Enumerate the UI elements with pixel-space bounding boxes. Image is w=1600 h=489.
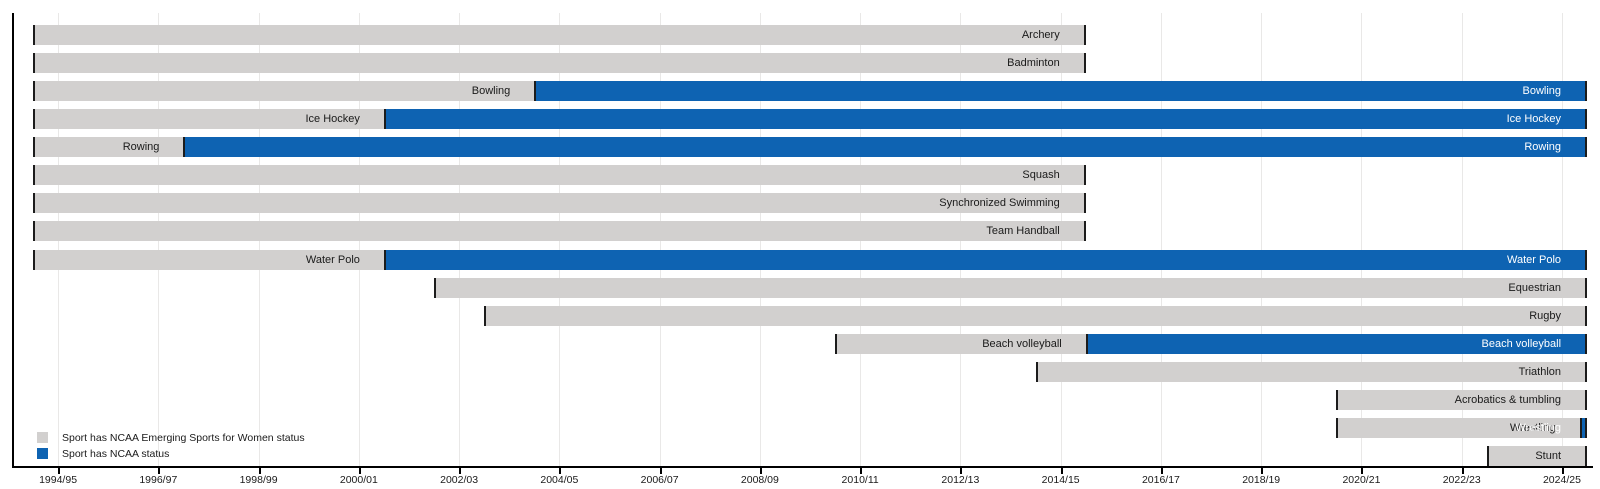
bar-segment-ice-hockey-emerging: Ice Hockey	[33, 109, 384, 129]
x-tick-label-2008-09: 2008/09	[740, 474, 779, 486]
bar-segment-equestrian-emerging: Equestrian	[434, 278, 1588, 298]
x-tickmark-2020-21	[1361, 468, 1364, 474]
bar-segment-team-handball-emerging: Team Handball	[33, 221, 1086, 241]
y-axis-line	[12, 13, 14, 468]
x-tick-label-1994-95: 1994/95	[39, 474, 78, 486]
x-tickmark-1996-97	[158, 468, 161, 474]
bar-segment-rowing-ncaa: Rowing	[183, 137, 1587, 157]
bar-label-emerging: Bowling	[471, 85, 511, 97]
bar-segment-rugby-emerging: Rugby	[484, 306, 1588, 326]
bar-label-emerging: Synchronized Swimming	[939, 197, 1060, 209]
gridline-2018-19	[1261, 13, 1263, 466]
bar-segment-badminton-emerging: Badminton	[33, 53, 1086, 73]
x-axis-line	[12, 466, 1593, 468]
bar-label-emerging: Archery	[1021, 29, 1060, 41]
x-tick-label-2024-25: 2024/25	[1542, 474, 1581, 486]
x-tick-label-1998-99: 1998/99	[239, 474, 278, 486]
x-tickmark-2002-03	[459, 468, 462, 474]
x-tickmark-2000-01	[358, 468, 361, 474]
x-tick-label-2002-03: 2002/03	[440, 474, 479, 486]
bar-segment-wrestling-emerging: Wrestling	[1336, 418, 1580, 438]
bar-label-emerging: Beach volleyball	[982, 338, 1062, 350]
x-tick-label-2010-11: 2010/11	[841, 474, 879, 486]
x-tickmark-2008-09	[759, 468, 762, 474]
bar-segment-synchronized-swimming-emerging: Synchronized Swimming	[33, 193, 1086, 213]
bar-segment-ice-hockey-ncaa: Ice Hockey	[383, 109, 1588, 129]
legend-item-ncaa: Sport has NCAA status	[37, 446, 305, 461]
bar-label-emerging: Stunt	[1535, 450, 1562, 462]
x-tick-label-2022-23: 2022/23	[1442, 474, 1481, 486]
bar-segment-squash-emerging: Squash	[33, 165, 1086, 185]
bar-label-emerging: Rowing	[122, 141, 160, 153]
x-tick-label-2018-19: 2018/19	[1242, 474, 1281, 486]
bar-label-emerging: Water Polo	[305, 254, 360, 266]
x-tickmark-2016-17	[1160, 468, 1163, 474]
bar-label-emerging: Ice Hockey	[305, 113, 360, 125]
gridline-2020-21	[1361, 13, 1363, 466]
bar-segment-wrestling-ncaa: Wrestling	[1515, 418, 1588, 438]
bar-segment-bowling-emerging: Bowling	[33, 81, 535, 101]
bar-label-emerging: Squash	[1022, 169, 1060, 181]
x-tickmark-2018-19	[1261, 468, 1264, 474]
legend: Sport has NCAA Emerging Sports for Women…	[37, 430, 305, 462]
legend-swatch-ncaa-status	[37, 448, 48, 459]
bar-label-emerging: Badminton	[1007, 57, 1060, 69]
x-tick-label-2020-21: 2020/21	[1342, 474, 1381, 486]
bar-label-emerging: Triathlon	[1518, 366, 1562, 378]
x-tick-label-2000-01: 2000/01	[339, 474, 378, 486]
x-tickmark-2022-23	[1461, 468, 1464, 474]
bar-label-ncaa: Bowling	[1522, 85, 1562, 97]
bar-segment-bowling-ncaa: Bowling	[534, 81, 1588, 101]
legend-item-emerging: Sport has NCAA Emerging Sports for Women…	[37, 430, 305, 445]
bar-segment-triathlon-emerging: Triathlon	[1035, 362, 1588, 382]
bar-segment-acrobatics-tumbling-emerging: Acrobatics & tumbling	[1336, 390, 1588, 410]
bar-segment-stunt-emerging: Stunt	[1486, 446, 1588, 466]
bar-segment-archery-emerging: Archery	[33, 25, 1086, 45]
legend-swatch-emerging-status	[37, 432, 48, 443]
gridline-2024-25	[1561, 13, 1563, 466]
x-tickmark-1998-99	[258, 468, 261, 474]
bar-segment-beach-volleyball-emerging: Beach volleyball	[835, 334, 1086, 354]
x-tickmark-2004-05	[559, 468, 562, 474]
legend-label-emerging-status: Sport has NCAA Emerging Sports for Women…	[62, 431, 305, 444]
bar-label-ncaa: Water Polo	[1507, 254, 1562, 266]
gridline-2022-23	[1461, 13, 1463, 466]
bar-label-ncaa: Ice Hockey	[1506, 113, 1562, 125]
bar-label-ncaa: Beach volleyball	[1481, 338, 1562, 350]
bar-label-emerging: Acrobatics & tumbling	[1454, 394, 1562, 406]
bar-segment-beach-volleyball-ncaa: Beach volleyball	[1085, 334, 1588, 354]
bar-label-emerging: Rugby	[1529, 310, 1562, 322]
bar-label-emerging: Team Handball	[986, 225, 1060, 237]
bar-label-emerging: Equestrian	[1508, 282, 1562, 294]
x-tick-label-2012-13: 2012/13	[941, 474, 980, 486]
bar-label-emerging: Wrestling	[1509, 422, 1556, 434]
bar-segment-rowing-emerging: Rowing	[33, 137, 184, 157]
x-tickmark-2012-13	[960, 468, 963, 474]
bar-label-ncaa: Rowing	[1524, 141, 1561, 153]
x-tickmark-1994-95	[58, 468, 61, 474]
x-tickmark-2006-07	[659, 468, 662, 474]
gridline-2016-17	[1160, 13, 1162, 466]
legend-label-ncaa-status: Sport has NCAA status	[62, 447, 170, 460]
x-tick-label-2006-07: 2006/07	[640, 474, 679, 486]
x-tickmark-2014-15	[1060, 468, 1063, 474]
bar-segment-water-polo-ncaa: Water Polo	[383, 250, 1588, 270]
x-tickmark-2024-25	[1561, 468, 1564, 474]
x-tick-label-2016-17: 2016/17	[1141, 474, 1180, 486]
x-tick-label-2004-05: 2004/05	[540, 474, 579, 486]
bar-segment-water-polo-emerging: Water Polo	[33, 250, 384, 270]
x-tick-label-2014-15: 2014/15	[1041, 474, 1080, 486]
x-tickmark-2010-11	[860, 468, 863, 474]
x-tick-label-1996-97: 1996/97	[139, 474, 178, 486]
